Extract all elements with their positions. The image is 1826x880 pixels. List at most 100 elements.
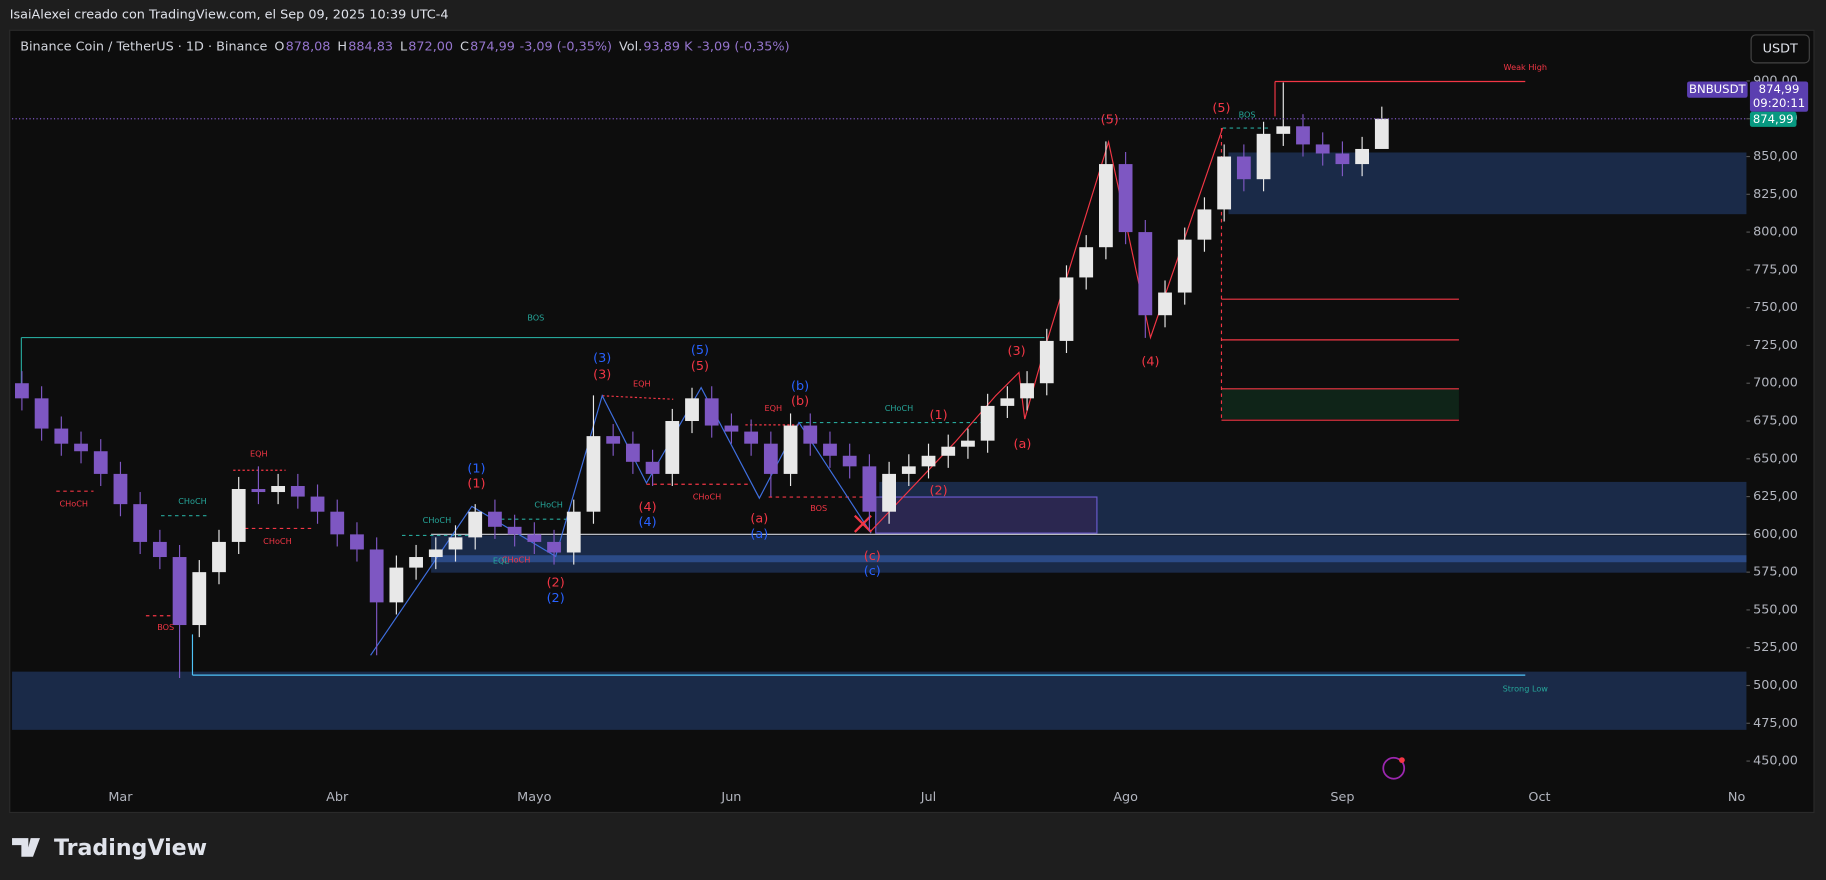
candle-body [625, 443, 640, 462]
legend-item: Binance Coin / TetherUS · 1D · Binance [20, 39, 267, 54]
caption: IsaiAlexei creado con TradingView.com, e… [10, 8, 449, 23]
annotation: EQL [493, 556, 510, 566]
legend-item: 872,00 [408, 39, 453, 54]
alert-icon [1382, 756, 1406, 780]
annotation: (5) [691, 343, 709, 358]
candle-body [744, 431, 759, 444]
y-tick-label: 750,00 [1753, 300, 1798, 315]
annotation: CHoCH [502, 554, 531, 564]
legend-item: 93,89 K [643, 39, 693, 54]
price-tag [1749, 81, 1809, 112]
annotation: (4) [1141, 355, 1159, 370]
candle-body [448, 537, 463, 550]
brand-logo [12, 838, 40, 857]
candle-body [1355, 148, 1370, 165]
annotation: (4) [639, 500, 657, 515]
annotation: (1) [467, 462, 485, 477]
ticker: BNBUSDT [1689, 82, 1746, 96]
candle-body [113, 473, 128, 505]
annotation: (2) [930, 484, 948, 499]
annotation: (c) [864, 564, 881, 579]
candle-body [93, 451, 108, 474]
annotation: BOS [527, 312, 544, 322]
annotation: (1) [467, 477, 485, 492]
candle-body [645, 461, 660, 474]
x-tick-label: Mar [108, 790, 133, 805]
candle-body [290, 485, 305, 497]
x-tick-label: No [1728, 790, 1746, 805]
candle-body [389, 567, 404, 603]
y-tick-label: 675,00 [1753, 414, 1798, 429]
candle-body [1000, 398, 1015, 406]
candle-body [488, 511, 502, 527]
y-tick-label: 800,00 [1753, 225, 1798, 240]
annotation: BOS [810, 503, 827, 513]
candle-body [212, 541, 226, 573]
wave-line [870, 127, 1224, 532]
y-tick-label: 525,00 [1753, 640, 1798, 655]
x-tick-label: Ago [1113, 790, 1138, 805]
zone [1228, 152, 1747, 215]
candle-body [172, 557, 187, 626]
candle-body [803, 425, 818, 444]
legend-item: Vol. [619, 39, 642, 54]
y-tick-label: 825,00 [1753, 187, 1798, 202]
annotation: (3) [593, 351, 611, 366]
annotation: (b) [791, 379, 809, 394]
cross-mark [853, 514, 872, 533]
annotation: (2) [547, 591, 565, 606]
candle-body [192, 572, 207, 626]
candle-body [1177, 239, 1192, 293]
x-tick-label: Oct [1528, 790, 1550, 805]
candle-body [369, 549, 384, 603]
countdown: 09:20:11 [1753, 96, 1805, 110]
candle-body [724, 425, 739, 432]
candle-body [1059, 277, 1074, 341]
y-tick-label: 500,00 [1753, 678, 1798, 693]
y-tick-label: 700,00 [1753, 376, 1798, 391]
candle-body [15, 383, 29, 399]
legend: Binance Coin / TetherUS · 1D · Binance O8… [20, 39, 789, 54]
annotation: (a) [750, 527, 768, 542]
y-tick-label: 450,00 [1753, 754, 1798, 769]
candle-body [1256, 133, 1271, 180]
y-tick-label: 475,00 [1753, 716, 1798, 731]
annotation: (5) [691, 359, 709, 374]
candle-body [1276, 126, 1291, 134]
annotation: (a) [750, 512, 768, 527]
candle-body [547, 541, 561, 553]
candle-body [1236, 156, 1251, 180]
annotation: CHoCH [178, 496, 207, 506]
candle-body [1079, 247, 1094, 278]
candle-body [665, 421, 680, 474]
annotation: (b) [791, 394, 809, 409]
y-tick-label: 725,00 [1753, 338, 1798, 353]
annotation: (3) [593, 367, 611, 382]
candle-body [566, 511, 581, 553]
legend-item: L [400, 39, 408, 54]
candle-body [231, 489, 246, 542]
annotation: EQH [633, 379, 651, 389]
candle-body [606, 436, 621, 444]
candle-body [783, 425, 798, 474]
candle-body [468, 511, 483, 538]
candle-body [1296, 126, 1310, 145]
candle-body [409, 557, 423, 568]
candle-body [34, 398, 49, 429]
annotation: CHoCH [693, 492, 722, 502]
x-tick-label: Abr [326, 790, 349, 805]
annotation: CHoCH [885, 403, 914, 413]
candle-body [507, 526, 522, 535]
candle-body [980, 405, 995, 441]
x-tick-label: Sep [1330, 790, 1354, 805]
x-tick-label: Jun [720, 790, 741, 805]
candle-body [1098, 164, 1113, 248]
y-tick-label: 600,00 [1753, 527, 1798, 542]
candle-body [961, 440, 975, 447]
annotation: EQH [764, 403, 782, 413]
x-tick-label: Jul [920, 790, 936, 805]
candle-body [330, 511, 345, 535]
candle-body [428, 549, 443, 558]
candle-body [271, 485, 286, 493]
currency: USDT [1763, 41, 1798, 56]
